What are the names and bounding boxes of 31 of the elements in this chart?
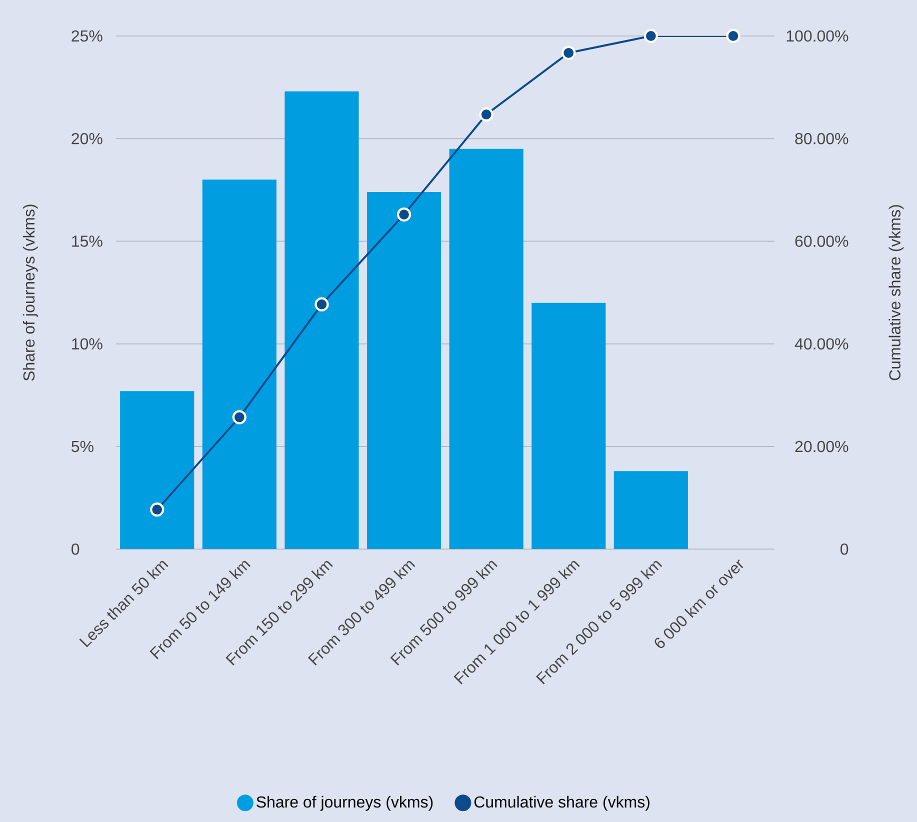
bar xyxy=(366,192,442,549)
y-tick-label: 25% xyxy=(72,30,102,42)
y2-tick-label: 20.00% xyxy=(795,440,848,452)
bar xyxy=(449,148,524,549)
point xyxy=(644,28,658,43)
bar xyxy=(120,390,194,549)
y-tick-label: 5% xyxy=(72,440,94,452)
point xyxy=(726,28,740,43)
legend-label: Cumulative share (vkms) xyxy=(474,796,650,811)
bar xyxy=(532,302,606,549)
bar xyxy=(284,91,359,549)
bar xyxy=(202,179,276,549)
point xyxy=(479,107,494,122)
point xyxy=(232,410,246,424)
legend-label: Share of journeys (vkms) xyxy=(256,796,433,811)
y-tick-label: 0 xyxy=(72,543,80,555)
y2-tick-label: 40.00% xyxy=(794,338,848,350)
y2-tick-label: 60.00% xyxy=(795,235,848,247)
y-tick-label: 15% xyxy=(72,235,102,247)
y-tick-label: 20% xyxy=(72,132,102,144)
y2-tick-label: 80.00% xyxy=(795,132,848,144)
bar xyxy=(614,470,688,549)
point xyxy=(396,207,412,222)
y2-tick-label: 0 xyxy=(840,543,848,555)
point xyxy=(562,46,576,60)
point xyxy=(150,502,164,517)
y-axis-title: Share of journeys (vkms) xyxy=(22,204,38,381)
y-tick-label: 10% xyxy=(72,338,102,350)
y2-tick-label: 100.00% xyxy=(786,30,848,42)
y2-axis-title: Cumulative share (vkms) xyxy=(888,204,904,380)
point xyxy=(314,297,329,312)
